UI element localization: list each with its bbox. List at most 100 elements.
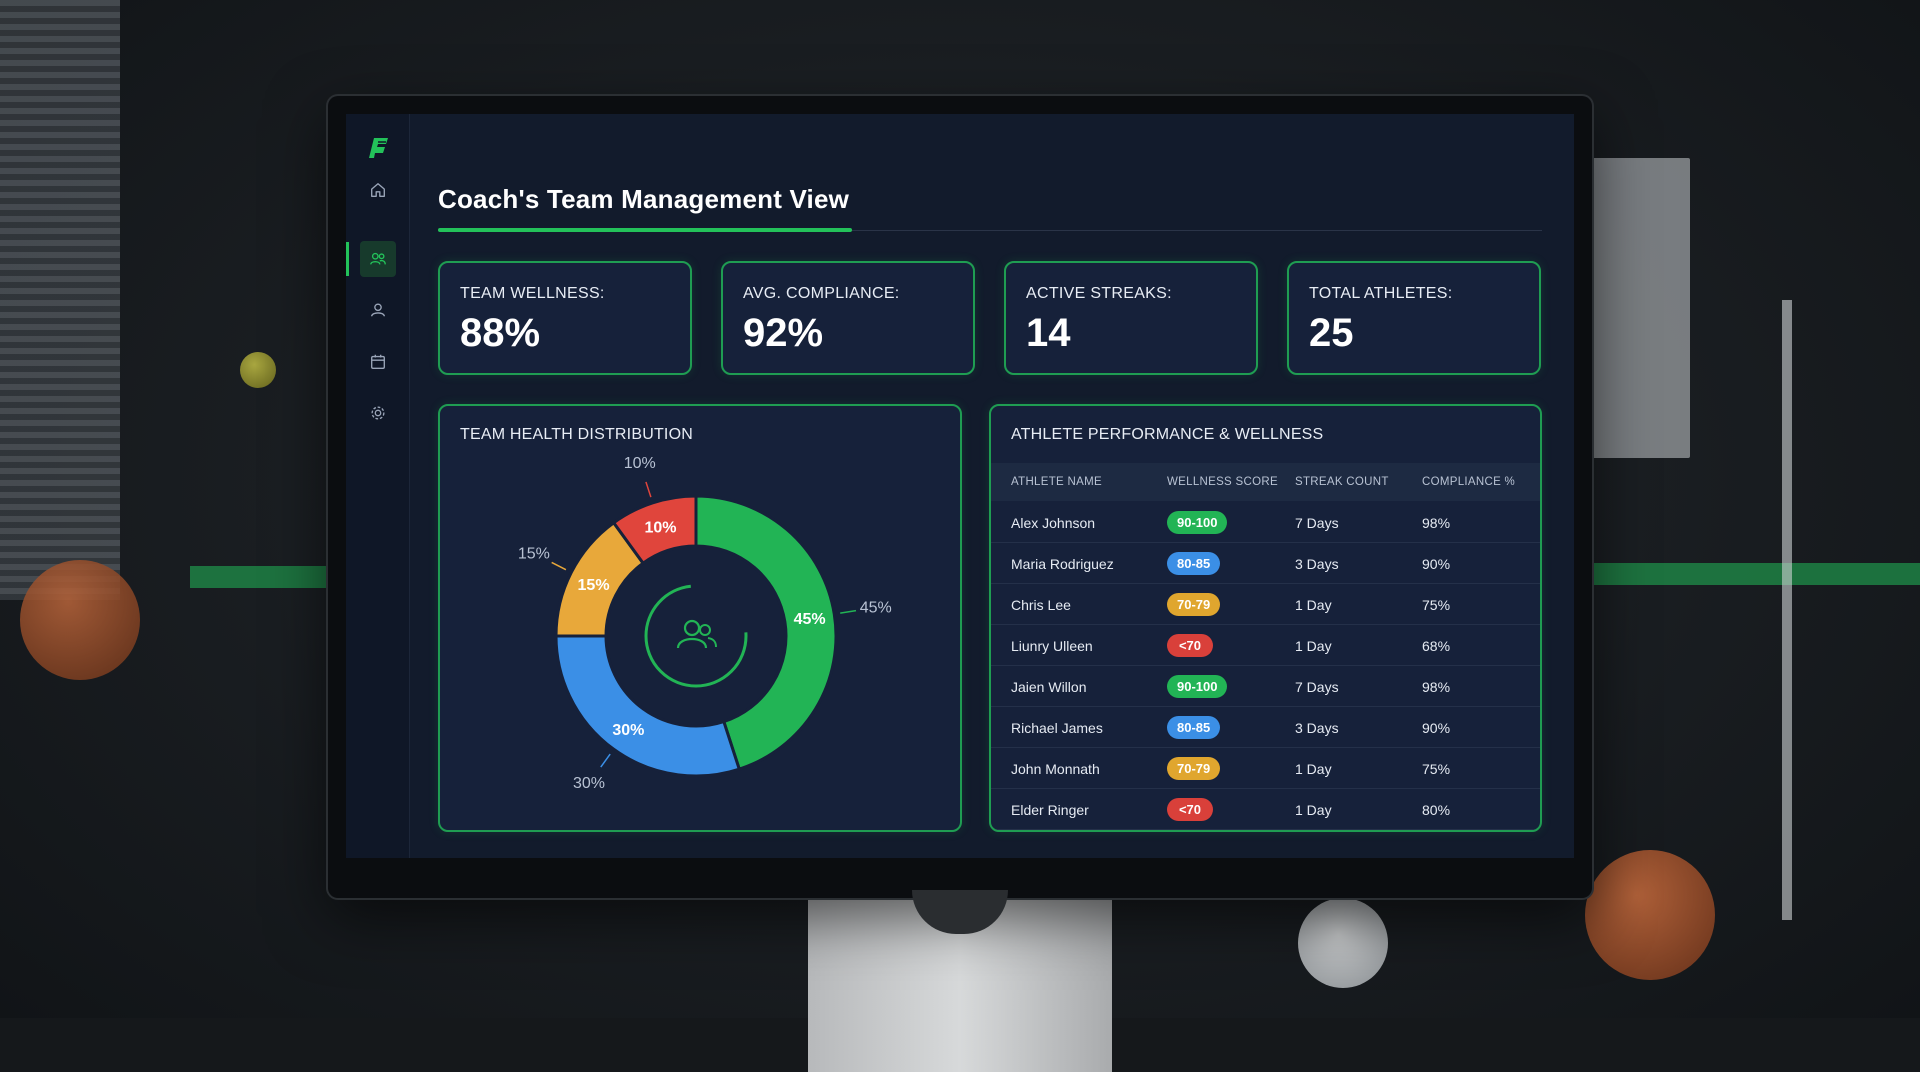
wellness-score-badge: <70 xyxy=(1167,798,1213,821)
compliance-value: 75% xyxy=(1422,761,1451,777)
user-icon xyxy=(371,303,385,317)
sidebar-item-team[interactable] xyxy=(360,241,396,277)
callout-label: 10% xyxy=(624,455,656,472)
background-coat-rack xyxy=(1782,300,1792,920)
callout-line xyxy=(551,561,567,571)
column-header-streak-count[interactable]: STREAK COUNT xyxy=(1295,476,1389,488)
kpi-value: 92% xyxy=(743,311,824,355)
table-row[interactable]: Chris Lee 70-79 1 Day 75% xyxy=(991,584,1540,625)
callout-label: 45% xyxy=(860,600,892,617)
slice-label: 30% xyxy=(612,722,644,739)
compliance-value: 90% xyxy=(1422,720,1451,736)
column-header-compliance[interactable]: COMPLIANCE % xyxy=(1422,476,1516,488)
sidebar xyxy=(346,114,410,858)
kpi-label: TOTAL ATHLETES: xyxy=(1309,285,1453,302)
page-title: Coach's Team Management View xyxy=(438,184,850,214)
table-row[interactable]: Liunry Ulleen <70 1 Day 68% xyxy=(991,625,1540,666)
kpi-card-avg-compliance[interactable]: AVG. COMPLIANCE: 92% xyxy=(721,261,975,375)
title-underline xyxy=(438,228,852,232)
wellness-score-badge: 70-79 xyxy=(1167,757,1221,780)
table-row[interactable]: Jaien Willon 90-100 7 Days 98% xyxy=(991,666,1540,707)
table-row[interactable]: John Monnath 70-79 1 Day 75% xyxy=(991,748,1540,789)
team-icon xyxy=(370,252,386,265)
athlete-name: Richael James xyxy=(1011,720,1103,736)
streak-count: 1 Day xyxy=(1295,597,1332,613)
background-wall-stripe xyxy=(190,566,330,588)
table-header: ATHLETE NAME WELLNESS SCORE STREAK COUNT… xyxy=(991,463,1540,501)
kpi-value: 14 xyxy=(1026,311,1071,355)
athlete-name: Liunry Ulleen xyxy=(1011,638,1093,654)
background-window-blinds xyxy=(0,0,120,600)
sidebar-item-calendar[interactable] xyxy=(360,344,396,380)
slice-label: 10% xyxy=(644,520,676,537)
streak-count: 1 Day xyxy=(1295,802,1332,818)
athlete-name: Jaien Willon xyxy=(1011,679,1087,695)
column-header-athlete-name[interactable]: ATHLETE NAME xyxy=(1011,476,1102,488)
background-wall-stripe xyxy=(1590,563,1920,585)
compliance-value: 80% xyxy=(1422,802,1451,818)
kpi-value: 88% xyxy=(460,311,541,355)
compliance-value: 68% xyxy=(1422,638,1451,654)
kpi-label: AVG. COMPLIANCE: xyxy=(743,285,900,302)
donut-slice[interactable] xyxy=(694,494,838,772)
callout-line xyxy=(645,481,652,498)
streak-count: 1 Day xyxy=(1295,761,1332,777)
title-divider xyxy=(438,230,1542,231)
wellness-score-badge: 90-100 xyxy=(1167,511,1228,534)
kpi-value: 25 xyxy=(1309,311,1354,355)
compliance-value: 98% xyxy=(1422,515,1451,531)
kpi-card-active-streaks[interactable]: ACTIVE STREAKS: 14 xyxy=(1004,261,1258,375)
sidebar-item-profile[interactable] xyxy=(360,292,396,328)
streak-count: 3 Days xyxy=(1295,556,1339,572)
slice-label: 15% xyxy=(578,577,610,594)
streak-count: 7 Days xyxy=(1295,679,1339,695)
panel-title: ATHLETE PERFORMANCE & WELLNESS xyxy=(1011,426,1324,443)
team-icon xyxy=(676,619,717,649)
callout-label: 30% xyxy=(573,775,605,792)
streak-count: 1 Day xyxy=(1295,638,1332,654)
kpi-label: ACTIVE STREAKS: xyxy=(1026,285,1172,302)
compliance-value: 90% xyxy=(1422,556,1451,572)
column-header-wellness-score[interactable]: WELLNESS SCORE xyxy=(1167,476,1278,488)
table-row[interactable]: Richael James 80-85 3 Days 90% xyxy=(991,707,1540,748)
background-basketball xyxy=(1585,850,1715,980)
wellness-score-badge: 70-79 xyxy=(1167,593,1221,616)
compliance-value: 75% xyxy=(1422,597,1451,613)
team-health-panel: TEAM HEALTH DISTRIBUTION 45% 30% 15% 10% 45… xyxy=(438,404,962,832)
table-row[interactable]: Elder Ringer <70 1 Day 80% xyxy=(991,789,1540,830)
athlete-name: Alex Johnson xyxy=(1011,515,1096,531)
background-basketball xyxy=(20,560,140,680)
wellness-score-badge: 90-100 xyxy=(1167,675,1228,698)
streak-count: 3 Days xyxy=(1295,720,1339,736)
sidebar-item-home[interactable] xyxy=(360,172,396,208)
gear-icon xyxy=(371,406,385,420)
athlete-name: John Monnath xyxy=(1011,761,1100,777)
athlete-name: Maria Rodriguez xyxy=(1011,556,1114,572)
table-row[interactable]: Alex Johnson 90-100 7 Days 98% xyxy=(991,502,1540,543)
sidebar-item-settings[interactable] xyxy=(360,395,396,431)
nav-active-indicator xyxy=(346,242,349,276)
wellness-score-badge: 80-85 xyxy=(1167,716,1221,739)
wellness-score-badge: 80-85 xyxy=(1167,552,1221,575)
table-row[interactable]: Maria Rodriguez 80-85 3 Days 90% xyxy=(991,543,1540,584)
callout-line xyxy=(600,753,611,768)
slice-label: 45% xyxy=(794,611,826,628)
athlete-name: Chris Lee xyxy=(1011,597,1071,613)
kpi-card-team-wellness[interactable]: TEAM WELLNESS: 88% xyxy=(438,261,692,375)
panel-title: TEAM HEALTH DISTRIBUTION xyxy=(460,426,693,443)
callout-line xyxy=(840,609,857,614)
background-tennis-ball xyxy=(240,352,276,388)
callout-label: 15% xyxy=(518,545,550,562)
donut-slice[interactable] xyxy=(611,494,698,566)
donut-center-ring xyxy=(644,584,748,688)
compliance-value: 98% xyxy=(1422,679,1451,695)
calendar-icon xyxy=(371,354,385,369)
app-logo-icon[interactable] xyxy=(366,134,390,160)
streak-count: 7 Days xyxy=(1295,515,1339,531)
wellness-score-badge: <70 xyxy=(1167,634,1213,657)
kpi-card-total-athletes[interactable]: TOTAL ATHLETES: 25 xyxy=(1287,261,1541,375)
home-icon xyxy=(371,183,385,197)
athlete-name: Elder Ringer xyxy=(1011,802,1089,818)
dashboard-screen: Coach's Team Management View TEAM WELLNE… xyxy=(346,114,1574,858)
donut-slice[interactable] xyxy=(554,634,742,778)
